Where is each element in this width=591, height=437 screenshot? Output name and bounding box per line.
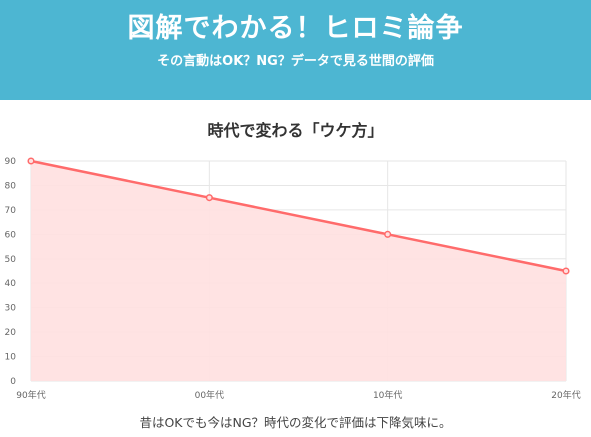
y-tick-label: 70 bbox=[5, 206, 17, 216]
x-tick-label: 10年代 bbox=[373, 389, 402, 401]
area-fill bbox=[31, 161, 566, 381]
data-point bbox=[205, 194, 213, 202]
x-tick-label: 00年代 bbox=[195, 389, 224, 401]
chart-title: 時代で変わる「ウケ方」 bbox=[207, 121, 384, 140]
x-tick-label: 90年代 bbox=[16, 389, 45, 401]
y-tick-label: 10 bbox=[5, 353, 17, 363]
series-line bbox=[30, 159, 567, 273]
y-tick-label: 50 bbox=[5, 255, 17, 265]
y-tick-label: 30 bbox=[5, 304, 17, 314]
y-tick-label: 40 bbox=[5, 279, 17, 289]
header-banner: 図解でわかる！ヒロミ論争 その言動はOK？NG？データで見る世間の評価 bbox=[0, 0, 591, 100]
data-point bbox=[384, 230, 392, 238]
page-subtitle: その言動はOK？NG？データで見る世間の評価 bbox=[157, 54, 434, 69]
data-point bbox=[562, 267, 570, 275]
data-point bbox=[27, 157, 35, 165]
y-tick-label: 60 bbox=[5, 230, 17, 240]
chart-caption: 昔はOKでも今はNG？時代の変化で評価は下降気味に。 bbox=[139, 415, 452, 430]
y-tick-label: 0 bbox=[10, 377, 16, 387]
y-tick-label: 80 bbox=[5, 181, 17, 191]
y-tick-label: 20 bbox=[5, 328, 17, 338]
x-tick-label: 20年代 bbox=[551, 389, 580, 401]
page-title: 図解でわかる！ヒロミ論争 bbox=[127, 13, 464, 44]
y-tick-label: 90 bbox=[5, 157, 17, 167]
